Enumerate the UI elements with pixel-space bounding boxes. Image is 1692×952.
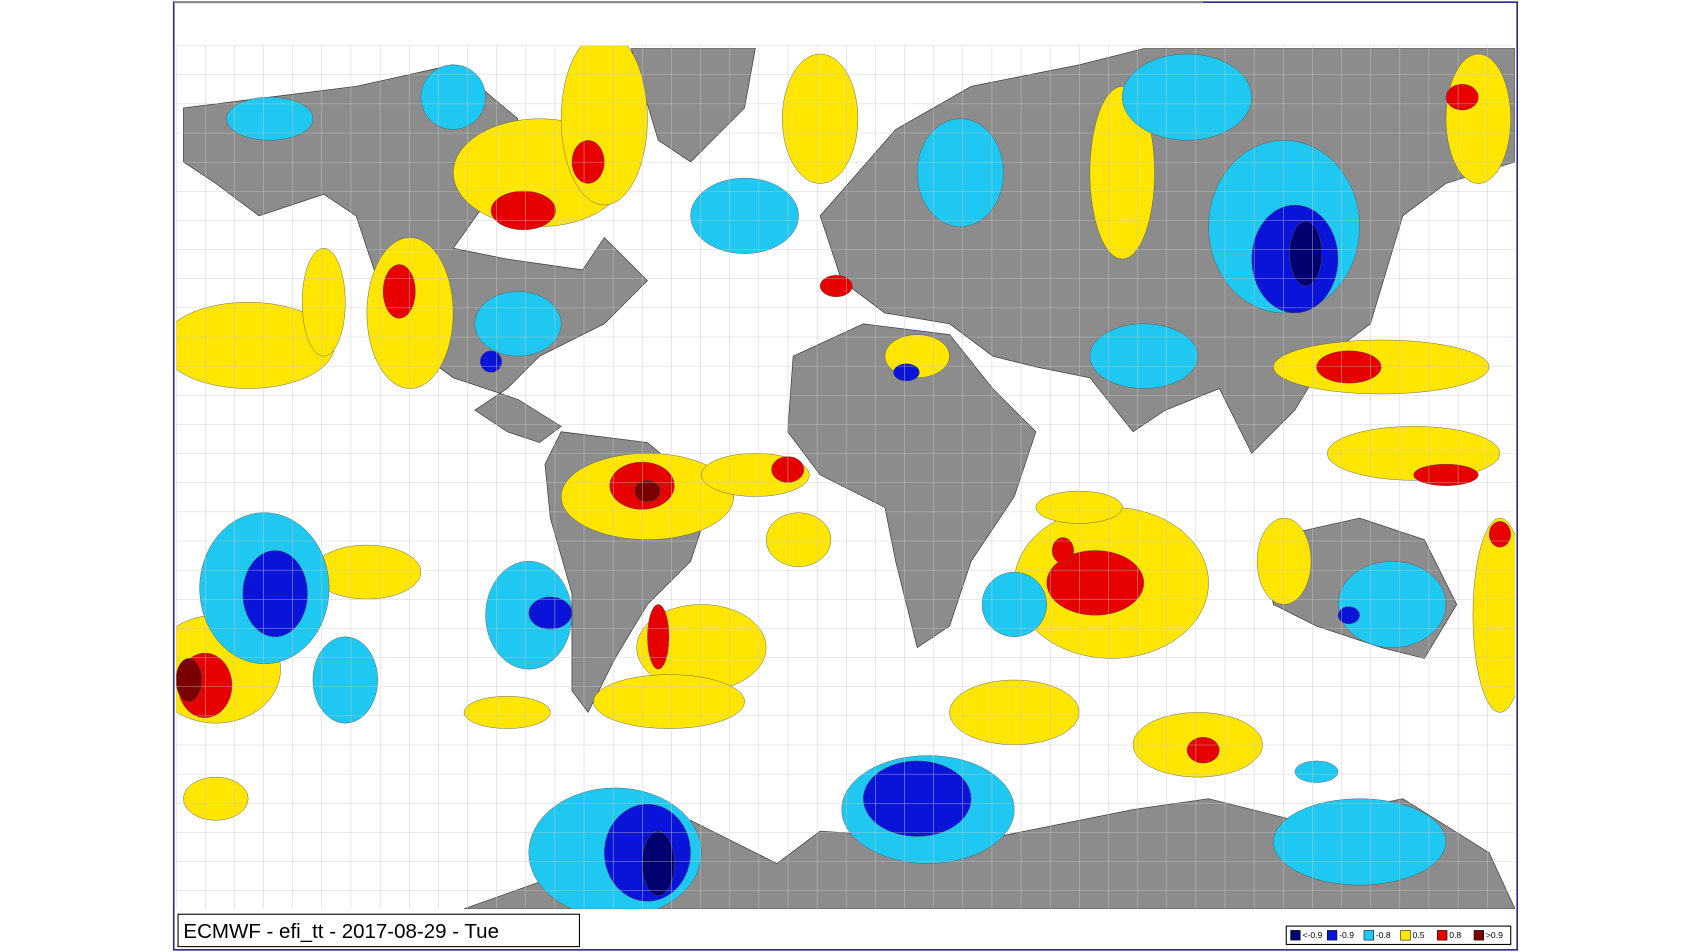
- map-title: ECMWF - efi_tt - 2017-08-29 - Tue: [183, 920, 499, 943]
- legend-label: -0.9: [1339, 930, 1354, 940]
- map-area: [175, 45, 1516, 909]
- legend-label: 0.8: [1449, 930, 1461, 940]
- legend-swatch: [1400, 930, 1411, 941]
- title-box: [177, 913, 581, 948]
- legend-label: -0.8: [1376, 930, 1391, 940]
- legend-swatch: [1437, 930, 1448, 941]
- legend: <-0.9 -0.9 -0.8 0.5 0.8 >0.9: [1285, 925, 1512, 945]
- grid: [175, 45, 1516, 909]
- legend-swatch: [1327, 930, 1338, 941]
- legend-swatch: [1290, 930, 1301, 941]
- legend-swatch: [1473, 930, 1485, 941]
- legend-label: >0.9: [1486, 930, 1503, 940]
- legend-box: [1285, 925, 1512, 945]
- legend-label: 0.5: [1413, 930, 1425, 940]
- legend-swatch: [1363, 930, 1374, 941]
- legend-label: <-0.9: [1302, 930, 1322, 940]
